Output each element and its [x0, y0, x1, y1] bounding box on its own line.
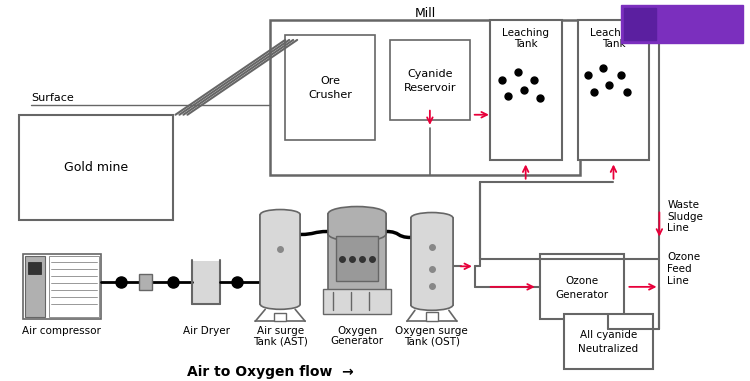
Text: Neutralized: Neutralized	[578, 344, 638, 354]
Text: Oxygen: Oxygen	[337, 326, 377, 336]
Bar	[139, 274, 152, 290]
Bar	[622, 5, 743, 43]
Bar	[260, 215, 300, 304]
Ellipse shape	[260, 210, 300, 219]
Bar	[194, 261, 219, 303]
Bar	[411, 218, 453, 305]
Bar	[22, 255, 100, 319]
Text: Leaching: Leaching	[503, 28, 549, 38]
Text: Surface: Surface	[31, 93, 74, 103]
Text: Leaching: Leaching	[590, 28, 637, 38]
Text: Reservoir: Reservoir	[404, 83, 456, 93]
Bar	[563, 314, 653, 369]
Bar	[411, 218, 453, 305]
Text: Ozone: Ozone	[668, 253, 700, 263]
Bar	[285, 35, 375, 140]
Bar	[19, 115, 173, 219]
Bar	[328, 214, 386, 234]
Bar	[625, 8, 656, 40]
Ellipse shape	[411, 213, 453, 223]
Text: Line: Line	[668, 276, 689, 287]
Ellipse shape	[411, 300, 453, 310]
Bar	[323, 289, 391, 314]
Bar	[328, 214, 386, 234]
Bar	[540, 255, 625, 319]
Text: Generator: Generator	[331, 336, 383, 346]
Bar	[390, 40, 470, 120]
Text: Tank: Tank	[514, 39, 538, 49]
Text: All cyanide: All cyanide	[580, 330, 637, 340]
Bar	[270, 20, 580, 174]
Ellipse shape	[328, 207, 386, 221]
Text: Air Dryer: Air Dryer	[183, 326, 230, 336]
Bar	[274, 313, 286, 321]
Text: Air to Oxygen flow  →: Air to Oxygen flow →	[187, 365, 353, 379]
Bar	[260, 215, 300, 304]
Text: Crusher: Crusher	[308, 90, 352, 100]
Text: Ore: Ore	[320, 76, 340, 86]
Bar	[328, 222, 386, 295]
Text: Tank (AST): Tank (AST)	[253, 336, 308, 346]
Text: Air compressor: Air compressor	[22, 326, 101, 336]
Bar	[490, 20, 562, 160]
Text: Sludge: Sludge	[668, 211, 704, 221]
Text: Cyanide: Cyanide	[407, 69, 453, 79]
Text: Air surge: Air surge	[256, 326, 304, 336]
Text: Line: Line	[668, 224, 689, 234]
Text: Feed: Feed	[668, 264, 692, 274]
Text: Generator: Generator	[556, 290, 608, 300]
Bar	[578, 20, 650, 160]
Text: The Learning App: The Learning App	[659, 27, 734, 37]
Bar	[25, 256, 45, 317]
Text: Gold mine: Gold mine	[64, 161, 128, 174]
Bar	[336, 237, 378, 282]
Bar	[28, 263, 40, 274]
Text: Mill: Mill	[414, 8, 436, 21]
Text: Tank (OST): Tank (OST)	[404, 336, 460, 346]
Bar	[426, 312, 438, 321]
Text: BYJU'S: BYJU'S	[668, 10, 724, 26]
Ellipse shape	[260, 299, 300, 309]
Bar	[49, 256, 98, 317]
Text: Tank: Tank	[602, 39, 625, 49]
Ellipse shape	[328, 227, 386, 241]
Text: Ozone: Ozone	[566, 276, 598, 286]
Text: Oxygen surge: Oxygen surge	[395, 326, 468, 336]
Text: Waste: Waste	[668, 200, 699, 210]
Text: B: B	[634, 15, 647, 33]
